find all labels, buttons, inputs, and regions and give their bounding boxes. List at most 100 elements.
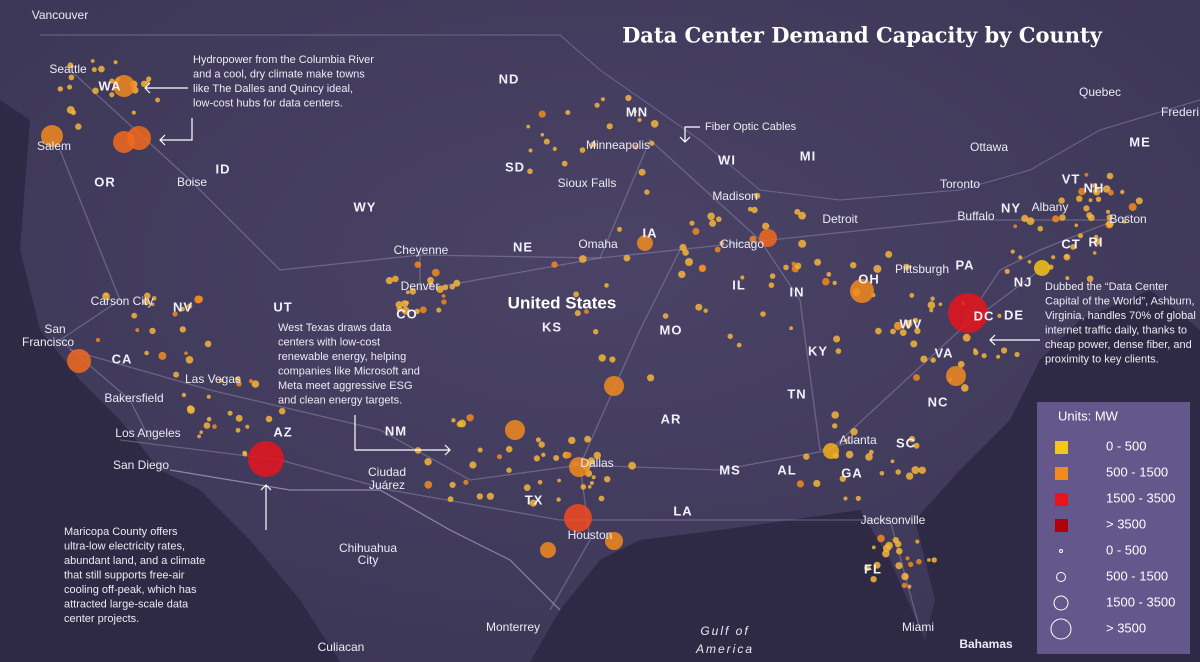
bubble xyxy=(1122,219,1127,224)
bubble xyxy=(625,94,632,102)
bubble xyxy=(584,435,591,443)
bubble xyxy=(682,249,689,256)
bubble xyxy=(552,146,557,151)
bubble xyxy=(1014,351,1020,358)
state-label: MO xyxy=(660,322,683,337)
legend-title: Units: MW xyxy=(1058,408,1119,423)
bubble xyxy=(617,226,622,232)
bubble xyxy=(1052,215,1060,223)
city-label: Quebec xyxy=(1079,85,1121,99)
bubble xyxy=(149,327,156,335)
bubble xyxy=(431,268,440,277)
bubble xyxy=(1095,196,1102,202)
state-label: NJ xyxy=(1014,274,1033,289)
bubble xyxy=(506,467,512,473)
bubble xyxy=(850,279,874,303)
city-label: Salem xyxy=(37,139,71,153)
legend-label: > 3500 xyxy=(1106,516,1146,531)
bubble xyxy=(623,254,631,262)
city-label: Los Angeles xyxy=(115,426,180,440)
state-label: WY xyxy=(354,199,377,214)
bubble xyxy=(265,415,273,423)
bubble xyxy=(813,479,821,488)
bubble xyxy=(1094,238,1101,245)
city-label: Houston xyxy=(568,528,613,542)
bubble xyxy=(538,110,546,118)
state-label: AL xyxy=(777,462,796,477)
annotation: Fiber Optic Cables xyxy=(705,121,797,133)
bubble xyxy=(436,285,444,293)
bubble xyxy=(1074,223,1079,228)
bubble xyxy=(594,102,600,108)
bubble xyxy=(814,258,822,266)
bubble xyxy=(146,76,152,82)
bubble xyxy=(913,374,920,381)
bubble xyxy=(908,435,916,443)
bubble xyxy=(901,572,909,581)
bubble xyxy=(850,428,858,436)
bubble xyxy=(1010,249,1015,254)
annotation: center projects. xyxy=(64,613,139,625)
state-label: PA xyxy=(955,257,974,272)
bubble xyxy=(864,564,871,572)
bubble xyxy=(251,380,260,388)
bubble xyxy=(451,418,456,423)
bubble xyxy=(957,360,965,368)
bubble xyxy=(1106,214,1113,221)
bubble xyxy=(436,307,442,313)
bubble xyxy=(1018,255,1023,260)
bubble xyxy=(395,301,403,309)
bubble xyxy=(908,561,914,568)
bubble xyxy=(1076,195,1083,202)
city-label: Cheyenne xyxy=(394,243,449,257)
bubble xyxy=(931,557,937,563)
bubble xyxy=(637,235,653,251)
city-label: Chicago xyxy=(720,237,764,251)
bubble xyxy=(1078,187,1086,196)
bubble xyxy=(441,294,446,298)
state-label: NC xyxy=(928,394,949,409)
bubble xyxy=(1058,197,1065,204)
bubble xyxy=(414,308,420,314)
bubble xyxy=(235,414,243,422)
bubble xyxy=(203,422,211,429)
bubble xyxy=(67,84,73,90)
bubble xyxy=(142,298,150,306)
bubble xyxy=(783,264,789,271)
city-label: Albany xyxy=(1032,200,1069,214)
bubble xyxy=(890,328,896,335)
bubble xyxy=(392,275,399,283)
bubble xyxy=(1027,260,1032,264)
bubble xyxy=(424,480,433,489)
bubble xyxy=(236,381,242,387)
state-label: SC xyxy=(896,435,916,450)
bubble xyxy=(428,281,434,286)
bubble xyxy=(604,376,624,396)
bubble xyxy=(877,534,885,543)
bubble xyxy=(1051,255,1056,260)
bubble xyxy=(1086,275,1094,283)
annotation: Capital of the World”, Ashburn, xyxy=(1045,295,1195,307)
state-label: MI xyxy=(800,148,816,163)
bubble xyxy=(633,109,637,114)
bubble xyxy=(1013,224,1018,229)
bubble xyxy=(903,263,910,271)
bubble xyxy=(920,355,928,363)
bubble xyxy=(409,288,417,295)
bubble xyxy=(727,333,733,339)
bubble xyxy=(909,293,915,298)
state-label: WA xyxy=(99,78,122,93)
state-label: ME xyxy=(1129,134,1151,149)
bubble xyxy=(553,455,560,461)
bubble xyxy=(155,97,161,103)
bubble xyxy=(551,261,558,268)
city-label: Detroit xyxy=(822,212,858,226)
bubble xyxy=(469,461,477,469)
bubble xyxy=(565,452,572,459)
bubble xyxy=(424,458,432,466)
bubble xyxy=(1065,276,1070,281)
bubble xyxy=(868,449,874,455)
bubble xyxy=(844,438,848,443)
legend-label: 500 - 1500 xyxy=(1106,464,1168,479)
bubble xyxy=(845,450,854,459)
